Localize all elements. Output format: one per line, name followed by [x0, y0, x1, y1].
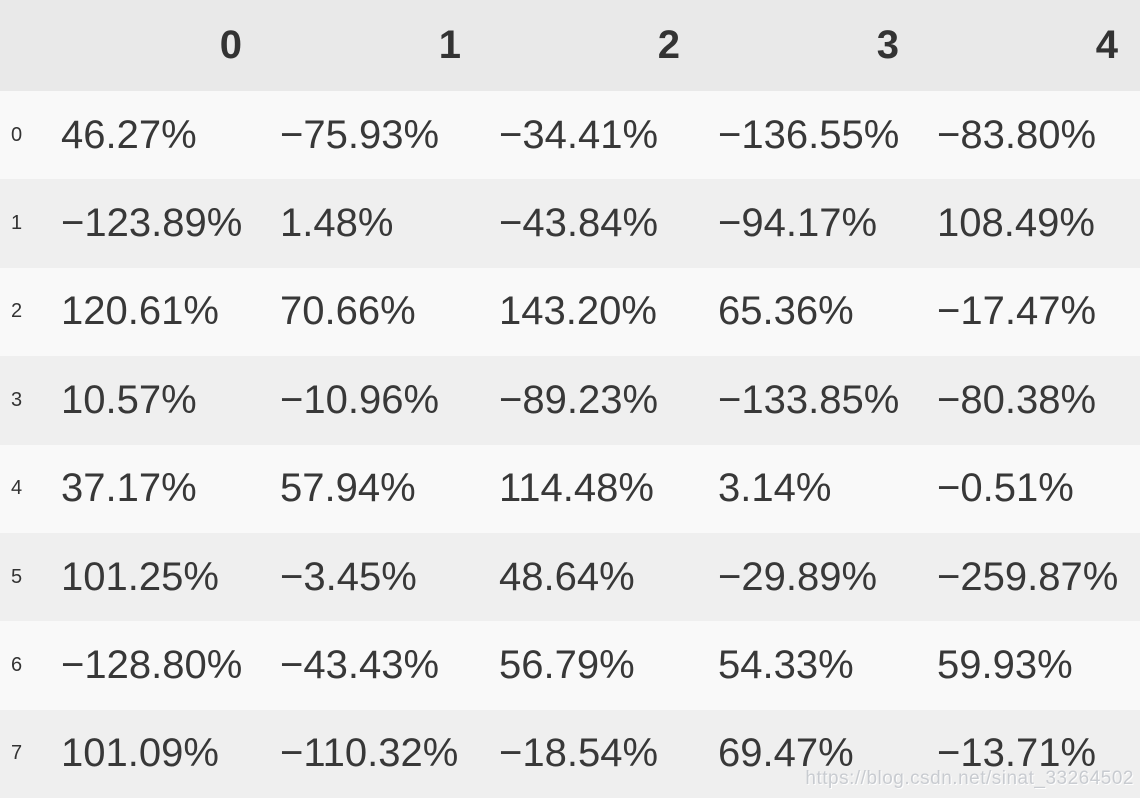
- table-cell: 70.66%: [280, 289, 416, 334]
- table-cell: −110.32%: [280, 731, 459, 776]
- table-cell: 101.09%: [61, 731, 219, 776]
- table-cell: 54.33%: [718, 642, 854, 687]
- table-cell: 120.61%: [61, 289, 219, 334]
- table-cell: 143.20%: [499, 289, 657, 334]
- table-cell: 1.48%: [280, 201, 394, 246]
- table-cell: −80.38%: [937, 377, 1097, 422]
- column-header-4: 4: [1095, 23, 1118, 67]
- table-cell: −13.71%: [937, 731, 1097, 776]
- table-cell: 3.14%: [718, 466, 832, 511]
- table-row: 2 120.61% 70.66% 143.20% 65.36% −17.47%: [0, 267, 1140, 357]
- row-index-label: 3: [11, 388, 23, 411]
- table-cell: −17.47%: [937, 289, 1097, 334]
- row-index-label: 7: [11, 742, 23, 765]
- table-cell: 37.17%: [61, 466, 197, 511]
- table-header-row: 0 1 2 3 4: [0, 0, 1140, 91]
- table-cell: −43.84%: [499, 201, 659, 246]
- table-cell: −89.23%: [499, 377, 659, 422]
- table-cell: −18.54%: [499, 731, 659, 776]
- row-index-label: 4: [11, 477, 23, 500]
- table-cell: −136.55%: [718, 112, 900, 157]
- table-cell: 56.79%: [499, 642, 635, 687]
- table-cell: −43.43%: [280, 642, 440, 687]
- table-row: 0 46.27% −75.93% −34.41% −136.55% −83.80%: [0, 91, 1140, 180]
- table-cell: −133.85%: [718, 377, 900, 422]
- row-index-label: 6: [11, 653, 23, 676]
- row-index-label: 0: [11, 123, 23, 146]
- table-cell: 69.47%: [718, 731, 854, 776]
- column-header-0: 0: [219, 23, 242, 67]
- row-index-label: 5: [11, 565, 23, 588]
- table-cell: −259.87%: [937, 554, 1119, 599]
- table-row: 6 −128.80% −43.43% 56.79% 54.33% 59.93%: [0, 621, 1140, 710]
- table-cell: 59.93%: [937, 642, 1073, 687]
- table-row: 3 10.57% −10.96% −89.23% −133.85% −80.38%: [0, 356, 1140, 445]
- table-cell: −29.89%: [718, 554, 878, 599]
- table-cell: −3.45%: [280, 554, 417, 599]
- table-cell: 46.27%: [61, 112, 197, 157]
- table-cell: −123.89%: [61, 201, 243, 246]
- table-cell: 101.25%: [61, 554, 219, 599]
- table-cell: 57.94%: [280, 466, 416, 511]
- table-cell: −75.93%: [280, 112, 440, 157]
- row-index-label: 1: [11, 212, 23, 235]
- table-cell: −0.51%: [937, 466, 1074, 511]
- table-row: 4 37.17% 57.94% 114.48% 3.14% −0.51%: [0, 444, 1140, 533]
- table-cell: −83.80%: [937, 112, 1097, 157]
- row-index-label: 2: [11, 300, 23, 323]
- table-cell: −128.80%: [61, 642, 243, 687]
- table-cell: 114.48%: [499, 466, 654, 511]
- column-header-1: 1: [438, 23, 461, 67]
- table-cell: 108.49%: [937, 201, 1095, 246]
- table-body: 0 46.27% −75.93% −34.41% −136.55% −83.80% 1 −12…: [0, 91, 1140, 798]
- table-row: 5 101.25% −3.45% 48.64% −29.89% −259.87%: [0, 532, 1140, 622]
- table-row: 1 −123.89% 1.48% −43.84% −94.17% 108.49%: [0, 179, 1140, 268]
- table-cell: −94.17%: [718, 201, 878, 246]
- table-cell: 48.64%: [499, 554, 635, 599]
- column-header-2: 2: [657, 23, 680, 67]
- column-header-3: 3: [876, 23, 899, 67]
- table-row: 7 101.09% −110.32% −18.54% 69.47% −13.71%: [0, 709, 1140, 798]
- table-cell: −34.41%: [499, 112, 659, 157]
- table-cell: −10.96%: [280, 377, 440, 422]
- table-cell: 10.57%: [61, 377, 197, 422]
- table-cell: 65.36%: [718, 289, 854, 334]
